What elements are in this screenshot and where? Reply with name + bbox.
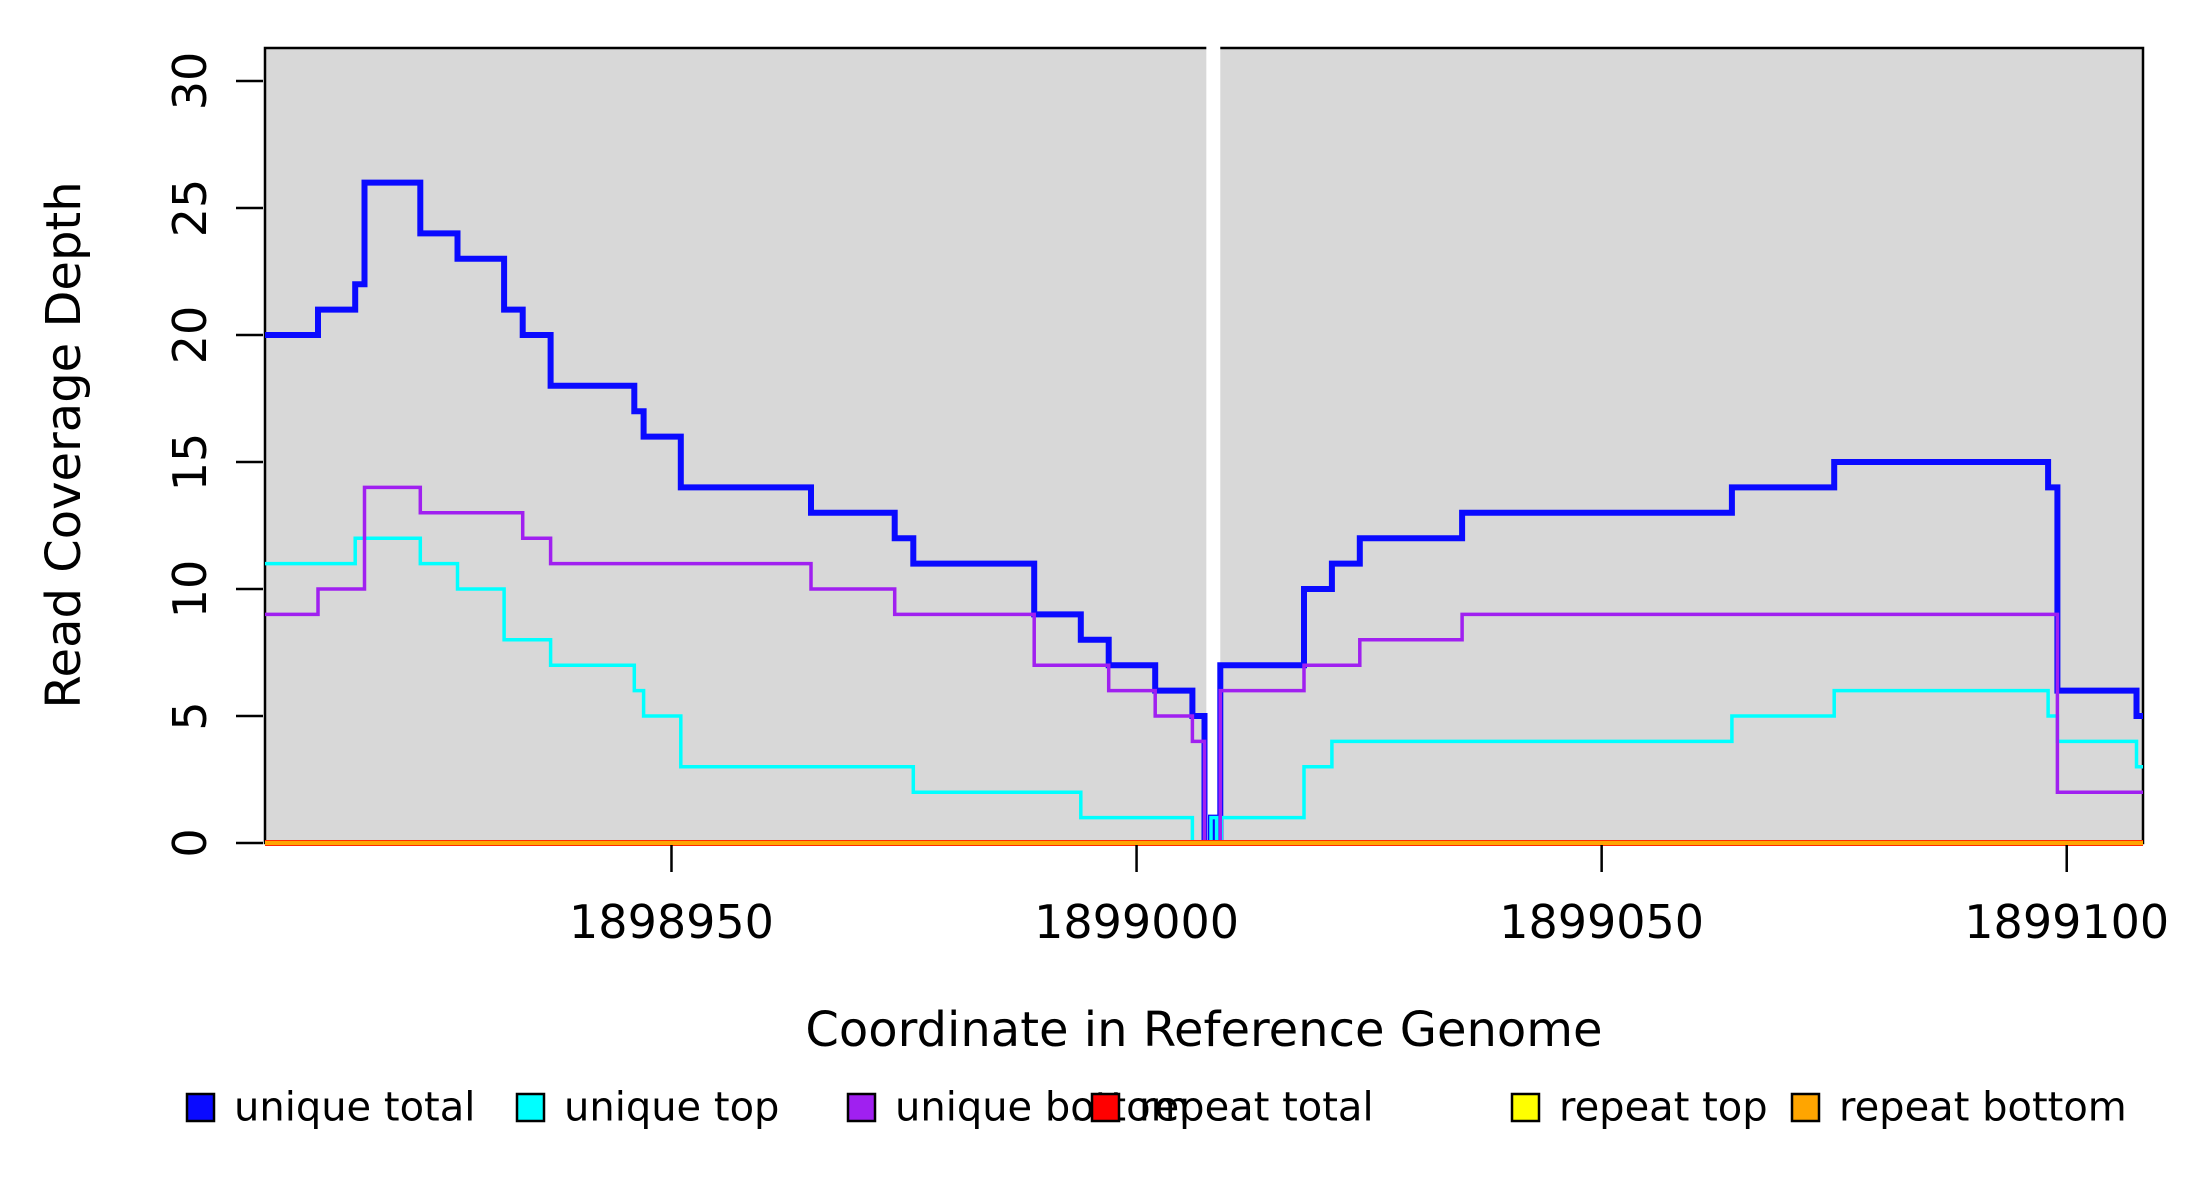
- y-tick-label: 5: [163, 701, 217, 730]
- legend-item-label: unique bottom: [895, 1085, 1190, 1131]
- legend-swatch: [515, 1092, 546, 1123]
- legend-item-repeat-top: repeat top: [1510, 1085, 1768, 1131]
- legend-item-unique-top: unique top: [515, 1085, 779, 1131]
- y-tick-label: 15: [163, 433, 217, 492]
- x-tick-label: 1898950: [569, 895, 774, 949]
- legend-item-label: repeat bottom: [1839, 1085, 2127, 1131]
- x-tick-label: 1899050: [1499, 895, 1704, 949]
- y-axis-title: Read Coverage Depth: [36, 181, 92, 708]
- series-line-unique-total: [265, 179, 2143, 846]
- y-tick-label: 0: [163, 828, 217, 857]
- y-tick-label: 20: [163, 306, 217, 365]
- plot-panel: [263, 46, 2145, 845]
- series-lines: [265, 179, 2143, 846]
- axes: 1898950 1899000 1899050 1899100 0 5 10 15 20 25 30: [163, 52, 2169, 949]
- stray-dot: [1074, 1115, 1080, 1121]
- x-tick-label: 1899100: [1964, 895, 2169, 949]
- legend-item-label: repeat top: [1559, 1085, 1768, 1131]
- legend-swatch: [1090, 1092, 1121, 1123]
- y-tick-label: 10: [163, 560, 217, 619]
- legend-item-repeat-bottom: repeat bottom: [1790, 1085, 2127, 1131]
- series-line-unique-top: [265, 536, 2143, 845]
- legend-item-label: unique total: [234, 1085, 475, 1131]
- legend-item-unique-total: unique total: [185, 1085, 475, 1131]
- legend-swatch: [846, 1092, 877, 1123]
- masked-gap-band: [1206, 46, 1221, 843]
- series-line-unique-bottom: [265, 485, 2143, 845]
- y-tick-label: 25: [163, 179, 217, 238]
- x-tick-label: 1899000: [1034, 895, 1239, 949]
- legend-swatch: [1790, 1092, 1821, 1123]
- y-tick-label: 30: [163, 52, 217, 111]
- legend-item-unique-bottom: unique bottom: [846, 1085, 1190, 1131]
- legend-item-repeat-total: repeat total: [1090, 1085, 1374, 1131]
- x-axis-title: Coordinate in Reference Genome: [805, 1002, 1602, 1058]
- legend: unique total unique top unique bottomrepea…: [185, 1085, 2127, 1131]
- panel-background: [265, 48, 2143, 843]
- legend-item-label: repeat total: [1139, 1085, 1374, 1131]
- legend-swatch: [1510, 1092, 1541, 1123]
- legend-item-label: unique top: [564, 1085, 779, 1131]
- legend-swatch: [185, 1092, 216, 1123]
